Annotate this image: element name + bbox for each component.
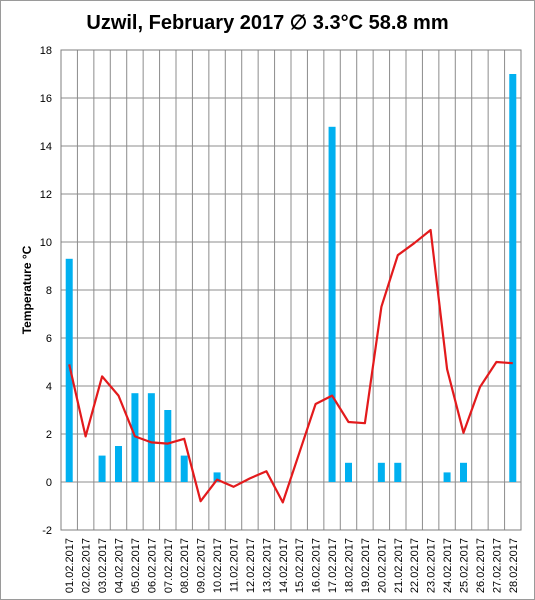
x-tick-label: 19.02.2017 — [360, 538, 372, 593]
y-tick-label: 2 — [46, 429, 52, 441]
x-tick-label: 18.02.2017 — [344, 538, 356, 593]
bar — [394, 462, 402, 482]
x-tick-label: 25.02.2017 — [459, 538, 471, 593]
bar — [115, 446, 122, 482]
x-tick-label: 17.02.2017 — [327, 538, 339, 593]
line-series — [68, 228, 513, 504]
x-tick-label: 27.02.2017 — [491, 538, 503, 593]
bar — [147, 393, 155, 482]
y-tick-label: 18 — [40, 45, 52, 57]
bar — [345, 462, 352, 482]
y-axis-label: Temperature °C — [20, 245, 34, 334]
bar-series — [65, 74, 517, 483]
y-tick-label: 12 — [40, 189, 52, 201]
bar — [213, 472, 221, 482]
x-tick-label: 06.02.2017 — [146, 538, 158, 593]
bar — [377, 462, 385, 482]
bar — [131, 393, 139, 482]
y-tick-label: 10 — [40, 237, 52, 249]
x-tick-label: 16.02.2017 — [311, 538, 323, 593]
x-tick-label: 10.02.2017 — [212, 538, 224, 593]
x-tick-label: 21.02.2017 — [393, 538, 405, 593]
plot-area — [60, 49, 522, 531]
x-tick-label: 07.02.2017 — [163, 538, 175, 593]
y-tick-label: -2 — [42, 525, 52, 537]
x-tick-label: 13.02.2017 — [261, 538, 273, 593]
x-tick-label: 14.02.2017 — [278, 538, 290, 593]
x-axis: 01.02.2017 02.02.2017 03.02.2017 04.02.2017… — [64, 538, 520, 593]
y-tick-label: 8 — [46, 285, 52, 297]
x-tick-label: 12.02.2017 — [245, 538, 257, 593]
x-tick-label: 15.02.2017 — [294, 538, 306, 593]
x-tick-label: 22.02.2017 — [409, 538, 421, 593]
x-tick-label: 28.02.2017 — [508, 538, 520, 593]
y-tick-label: 16 — [40, 93, 52, 105]
bar — [98, 455, 106, 482]
bar — [509, 74, 517, 482]
x-tick-label: 24.02.2017 — [442, 538, 454, 593]
bar — [443, 472, 451, 482]
x-tick-label: 08.02.2017 — [179, 538, 191, 593]
y-tick-label: 14 — [40, 141, 52, 153]
x-tick-label: 03.02.2017 — [97, 538, 109, 593]
bar — [180, 455, 188, 482]
y-tick-label: 6 — [46, 333, 52, 345]
bar — [460, 462, 467, 482]
y-axis: -2 0 2 4 6 8 10 12 14 16 18 — [40, 45, 52, 537]
x-tick-label: 04.02.2017 — [114, 538, 126, 593]
y-tick-label: 4 — [46, 381, 52, 393]
x-tick-label: 01.02.2017 — [64, 538, 76, 593]
x-tick-label: 11.02.2017 — [229, 538, 241, 592]
chart-title: Uzwil, February 2017 ∅ 3.3°C 58.8 mm — [86, 12, 449, 34]
grid-layer — [60, 49, 522, 531]
x-tick-label: 20.02.2017 — [376, 538, 388, 593]
bar — [328, 126, 336, 483]
x-tick-label: 02.02.2017 — [81, 538, 93, 593]
temperature-line — [68, 228, 513, 504]
x-tick-label: 09.02.2017 — [196, 538, 208, 593]
y-tick-label: 0 — [46, 477, 52, 489]
x-tick-label: 26.02.2017 — [475, 538, 487, 593]
x-tick-label: 23.02.2017 — [426, 538, 438, 593]
x-tick-label: 05.02.2017 — [130, 538, 142, 593]
bar — [164, 410, 172, 482]
bar — [65, 258, 73, 482]
